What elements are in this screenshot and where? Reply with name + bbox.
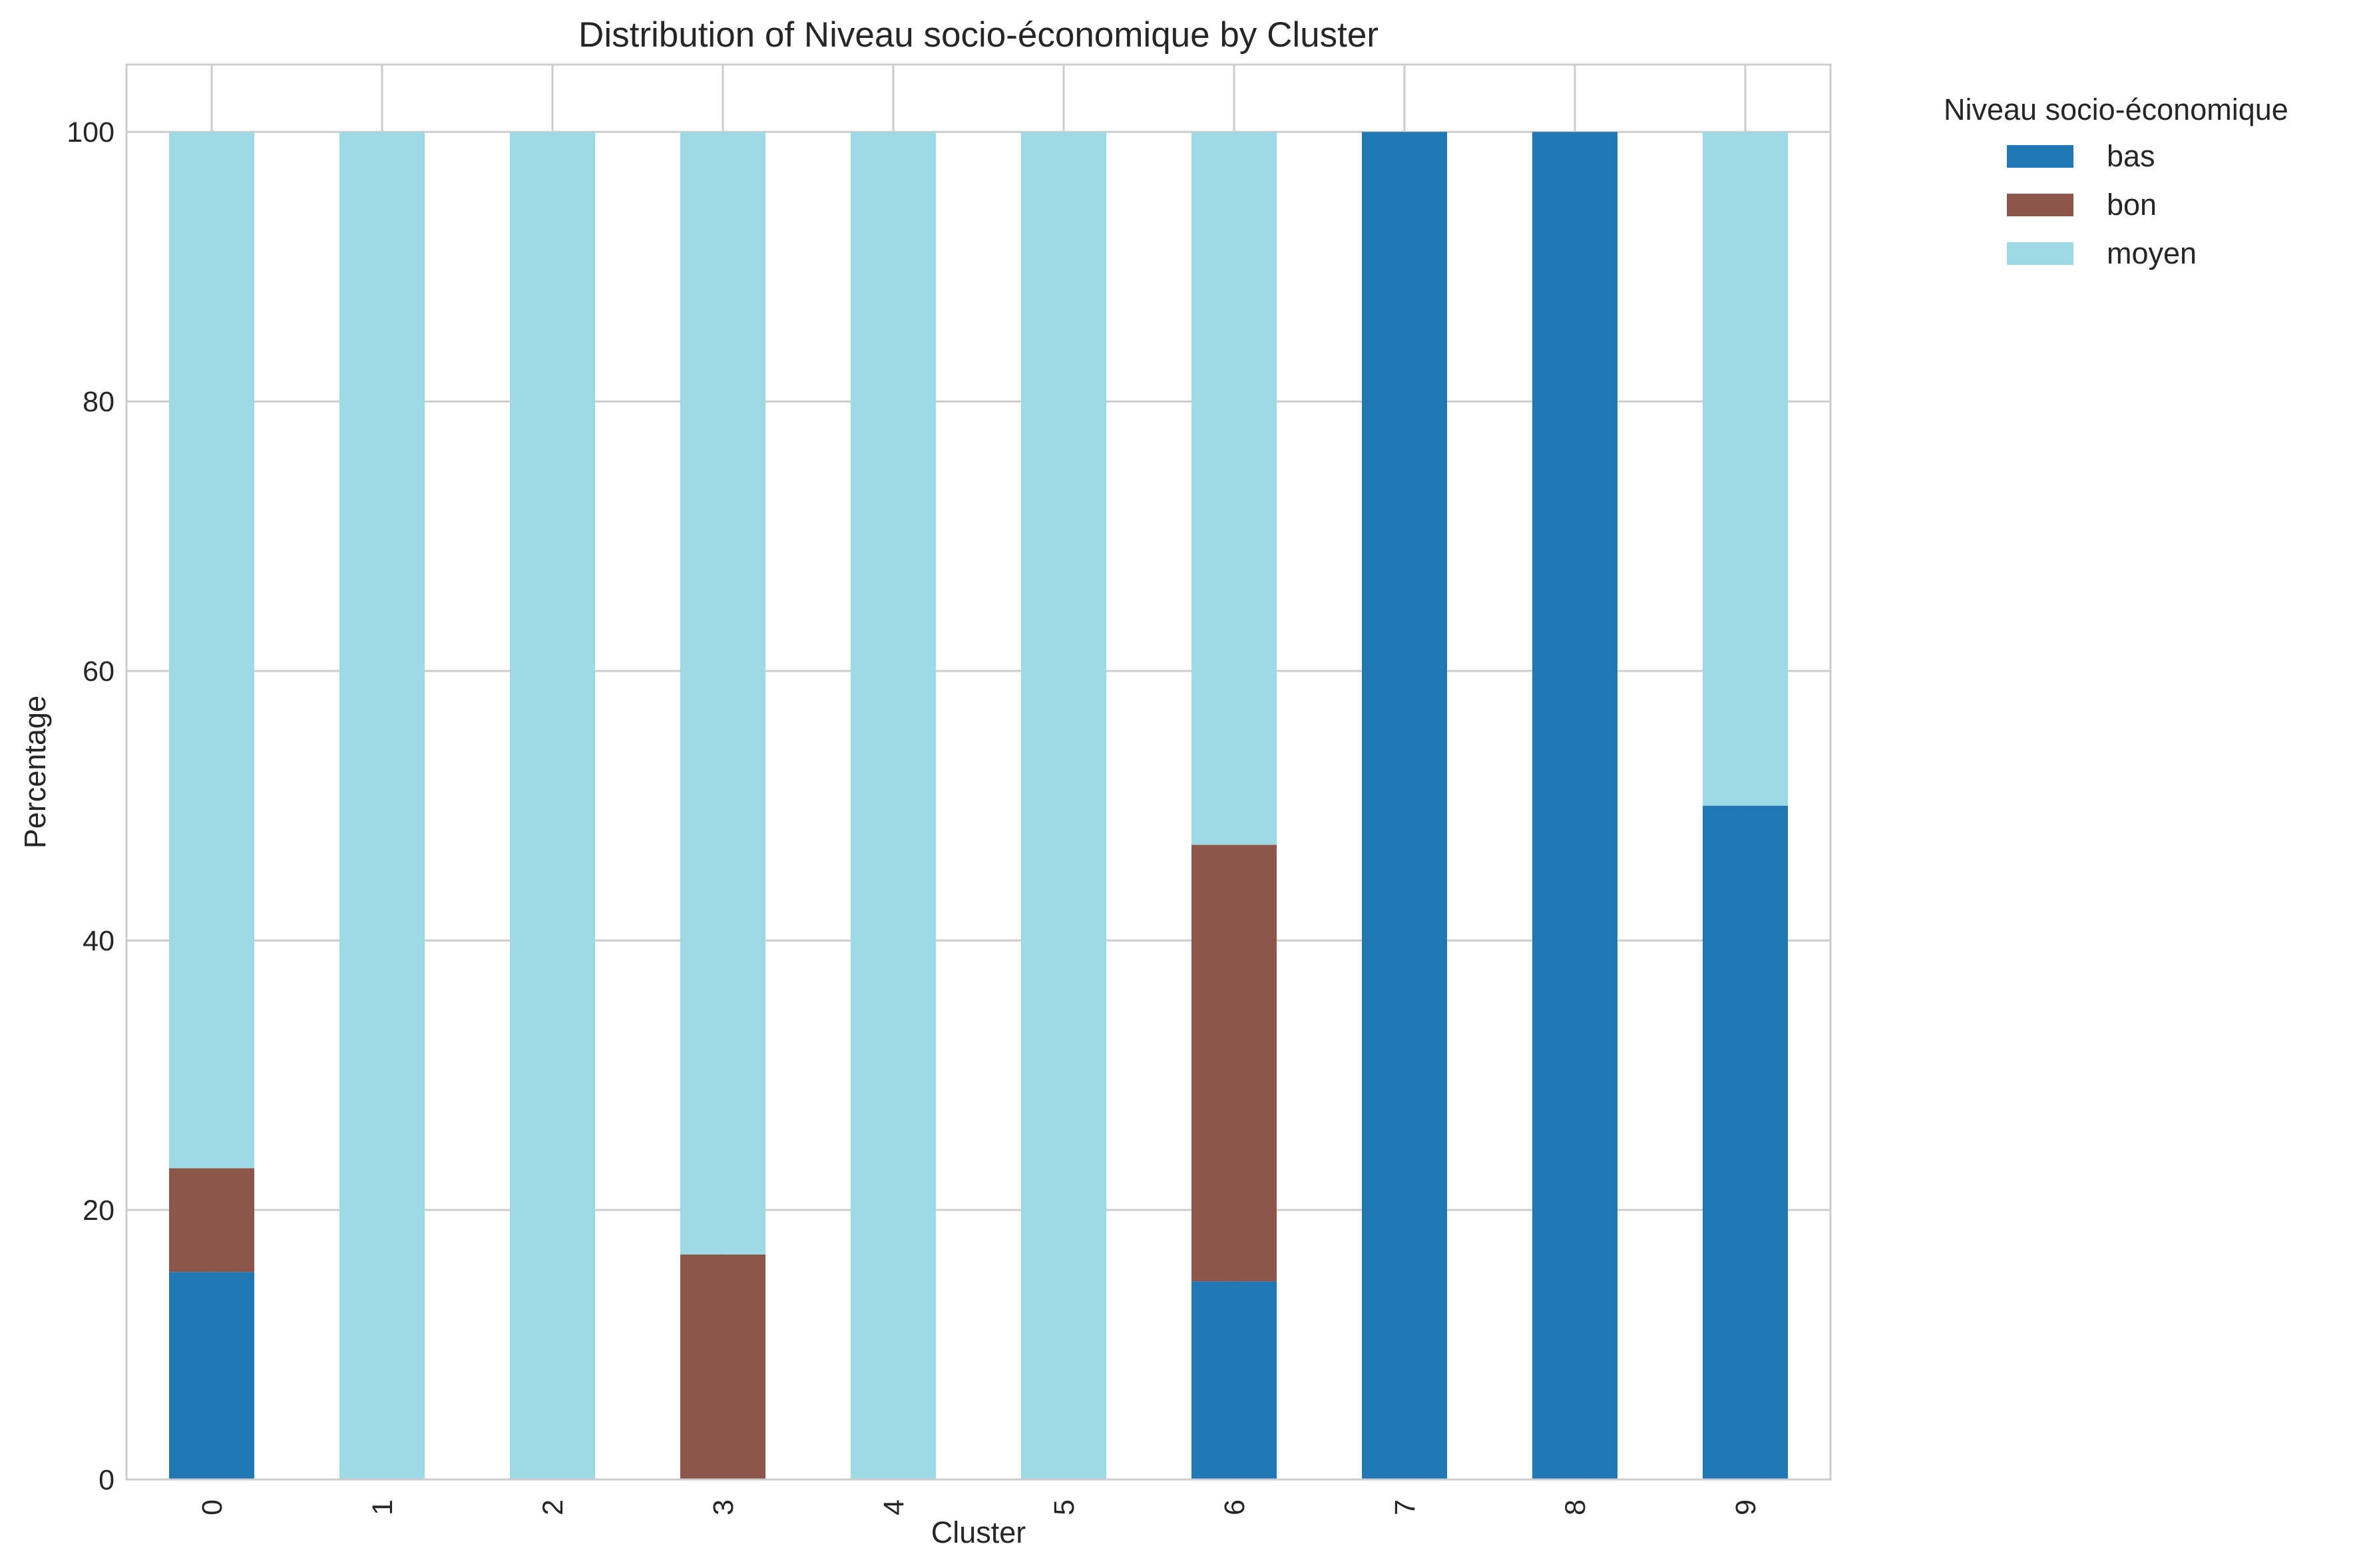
chart-title: Distribution of Niveau socio-économique … bbox=[578, 15, 1379, 55]
x-tick-label-7: 7 bbox=[1389, 1499, 1421, 1515]
legend-label-bon: bon bbox=[2107, 188, 2157, 222]
legend-swatch-moyen bbox=[2007, 242, 2073, 265]
y-tick-label-80: 80 bbox=[83, 386, 114, 418]
x-tick-label-8: 8 bbox=[1560, 1499, 1592, 1515]
x-tick-label-4: 4 bbox=[878, 1499, 910, 1515]
x-tick-label-2: 2 bbox=[537, 1499, 569, 1515]
legend-title: Niveau socio-économique bbox=[1944, 93, 2288, 126]
bar-moyen-cluster-5 bbox=[1021, 132, 1106, 1480]
legend-items: bas bon moyen bbox=[2007, 139, 2197, 270]
bar-bas-cluster-9 bbox=[1703, 805, 1788, 1479]
bar-moyen-cluster-2 bbox=[510, 132, 595, 1480]
y-tick-label-0: 0 bbox=[99, 1464, 114, 1496]
plot-frame bbox=[125, 63, 1832, 1481]
x-tick-label-9: 9 bbox=[1730, 1499, 1762, 1515]
bar-bon-cluster-0 bbox=[169, 1168, 254, 1273]
y-axis-label: Percentage bbox=[18, 695, 52, 849]
x-axis-label: Cluster bbox=[931, 1515, 1026, 1549]
tick-labels: 0 20 40 60 80 100 0 1 2 3 4 5 6 7 8 9 bbox=[67, 116, 1762, 1515]
y-tick-label-40: 40 bbox=[83, 925, 114, 957]
y-tick-label-20: 20 bbox=[83, 1195, 114, 1227]
bar-moyen-cluster-3 bbox=[680, 132, 765, 1255]
bar-bon-cluster-3 bbox=[680, 1254, 765, 1479]
bar-moyen-cluster-9 bbox=[1703, 132, 1788, 806]
x-tick-label-1: 1 bbox=[367, 1499, 399, 1515]
bar-moyen-cluster-1 bbox=[339, 132, 425, 1480]
legend-swatch-bas bbox=[2007, 145, 2073, 168]
legend-label-moyen: moyen bbox=[2107, 236, 2197, 270]
bar-moyen-cluster-0 bbox=[169, 132, 254, 1169]
bar-bas-cluster-8 bbox=[1532, 132, 1617, 1480]
x-tick-label-3: 3 bbox=[708, 1499, 740, 1515]
legend: Niveau socio-économique bas bon moyen bbox=[1944, 93, 2288, 270]
bar-moyen-cluster-6 bbox=[1191, 132, 1277, 845]
x-tick-label-6: 6 bbox=[1219, 1499, 1251, 1515]
bar-bas-cluster-6 bbox=[1191, 1281, 1277, 1479]
x-tick-label-0: 0 bbox=[196, 1499, 228, 1515]
bar-moyen-cluster-4 bbox=[851, 132, 936, 1480]
bar-bas-cluster-7 bbox=[1362, 132, 1447, 1480]
bars bbox=[169, 132, 1788, 1480]
x-tick-label-5: 5 bbox=[1048, 1499, 1080, 1515]
bar-bas-cluster-0 bbox=[169, 1272, 254, 1479]
bar-bon-cluster-6 bbox=[1191, 845, 1277, 1282]
y-tick-label-60: 60 bbox=[83, 656, 114, 687]
legend-swatch-bon bbox=[2007, 194, 2073, 216]
y-tick-label-100: 100 bbox=[67, 116, 114, 148]
legend-label-bas: bas bbox=[2107, 139, 2155, 173]
